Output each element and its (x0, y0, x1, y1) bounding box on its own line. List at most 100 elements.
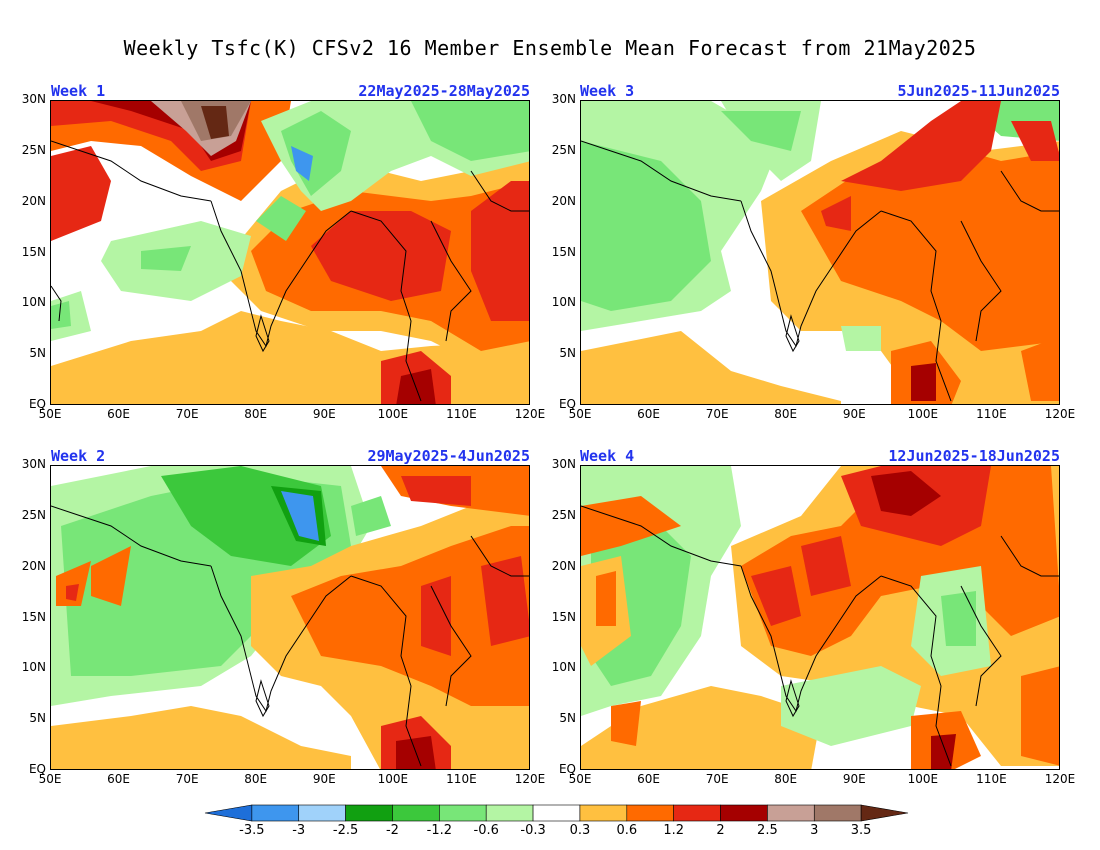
lon-tick-label: 60E (107, 407, 130, 421)
colorbar-swatch (720, 804, 768, 822)
colorbar-tick-label: 2 (716, 823, 725, 838)
week1-dates: 22May2025-28May2025 (358, 82, 530, 100)
lat-tick-label: 25N (21, 507, 46, 522)
lon-tick-label: 70E (705, 772, 729, 786)
week3-map (580, 100, 1060, 405)
lon-tick-label: 70E (175, 407, 199, 421)
lon-tick-label: 110E (976, 407, 1007, 421)
lon-tick-label: 60E (637, 407, 660, 421)
lon-tick-label: 80E (774, 772, 798, 786)
colorbar-swatch (532, 804, 581, 822)
lat-tick-label: 30N (21, 457, 46, 471)
colorbar-tick-label: 0.6 (616, 823, 638, 838)
lat-tick-label: EQ (28, 762, 46, 776)
colorbar-swatch (251, 804, 300, 822)
week3-dates: 5Jun2025-11Jun2025 (897, 82, 1060, 100)
lat-tick-label: 15N (551, 244, 576, 259)
colorbar-swatch (298, 804, 346, 822)
lat-tick-label: 30N (21, 92, 46, 106)
lon-tick-label: 120E (1044, 772, 1076, 786)
lon-tick-label: 120E (514, 407, 546, 421)
lat-tick-label: 20N (21, 558, 46, 573)
lon-tick-label: 80E (244, 772, 268, 786)
week4-map (580, 465, 1060, 770)
week1-map (50, 100, 530, 405)
colorbar-tick-label: 3 (810, 823, 819, 838)
week4-map-field (581, 466, 1059, 769)
week2-map (50, 465, 530, 770)
lat-tick-label: EQ (558, 762, 576, 776)
lat-tick-label: 10N (551, 295, 576, 310)
lon-tick-label: 100E (907, 772, 939, 786)
week4-label: Week 4 (580, 447, 635, 465)
colorbar-swatch (673, 804, 721, 822)
colorbar-tick-label: -0.6 (473, 823, 499, 838)
lon-tick-label: 120E (514, 772, 546, 786)
lat-tick-label: 30N (551, 92, 576, 106)
colorbar-tick-label: -3.5 (239, 823, 265, 838)
lon-tick-label: 110E (446, 407, 477, 421)
week3-label: Week 3 (580, 82, 635, 100)
lat-tick-label: 5N (29, 346, 46, 361)
week1-map-field (51, 101, 529, 404)
lat-tick-label: 15N (551, 609, 576, 624)
lat-tick-label: 25N (551, 507, 576, 522)
colorbar-swatch (860, 804, 909, 822)
lon-tick-label: 120E (1044, 407, 1076, 421)
lat-tick-label: 10N (551, 660, 576, 675)
lat-tick-label: 20N (551, 558, 576, 573)
week2-map-field (51, 466, 529, 769)
lat-tick-label: 25N (551, 142, 576, 157)
colorbar-swatch (439, 804, 487, 822)
lon-tick-label: 50E (568, 407, 592, 421)
colorbar-tick-label: -2 (385, 823, 399, 838)
lon-tick-label: 50E (38, 772, 62, 786)
lon-tick-label: 80E (774, 407, 798, 421)
lon-tick-label: 70E (175, 772, 199, 786)
week3-map-field (581, 101, 1059, 404)
main-title: Weekly Tsfc(K) CFSv2 16 Member Ensemble … (123, 36, 977, 60)
colorbar-tick-label: -2.5 (332, 823, 359, 838)
lon-tick-label: 60E (637, 772, 660, 786)
lat-tick-label: 30N (551, 457, 576, 471)
lon-tick-label: 110E (976, 772, 1007, 786)
lon-tick-label: 90E (842, 407, 866, 421)
lat-tick-label: 15N (21, 244, 46, 259)
colorbar-swatch (345, 804, 393, 822)
lon-tick-label: 60E (107, 772, 130, 786)
lat-tick-label: 15N (21, 609, 46, 624)
colorbar-swatch (579, 804, 628, 822)
colorbar-swatch (485, 804, 534, 822)
lon-tick-label: 110E (446, 772, 477, 786)
lat-tick-label: 10N (21, 660, 46, 675)
lon-tick-label: 50E (568, 772, 592, 786)
week4-dates: 12Jun2025-18Jun2025 (888, 447, 1060, 465)
lat-tick-label: 5N (559, 346, 576, 361)
lat-tick-label: 20N (21, 193, 46, 208)
lat-tick-label: 25N (21, 142, 46, 157)
lat-tick-label: 5N (29, 711, 46, 726)
week1-label: Week 1 (51, 82, 106, 100)
lon-tick-label: 100E (907, 407, 939, 421)
colorbar-tick-label: 2.5 (757, 823, 778, 838)
lon-tick-label: 90E (312, 772, 336, 786)
week2-dates: 29May2025-4Jun2025 (367, 447, 530, 465)
colorbar-tick-label: -3 (292, 823, 306, 838)
colorbar-tick-label: 0.3 (569, 823, 591, 838)
colorbar-tick-label: 1.2 (663, 823, 684, 838)
lon-tick-label: 90E (312, 407, 336, 421)
lat-tick-label: EQ (28, 397, 46, 411)
lon-tick-label: 100E (377, 407, 409, 421)
lon-tick-label: 50E (38, 407, 62, 421)
lat-tick-label: 5N (559, 711, 576, 726)
lat-tick-label: 20N (551, 193, 576, 208)
week2-label: Week 2 (51, 447, 106, 465)
lon-tick-label: 90E (842, 772, 866, 786)
colorbar-swatch (204, 804, 253, 822)
colorbar-tick-label: -0.3 (520, 823, 546, 838)
lon-tick-label: 70E (705, 407, 729, 421)
lon-tick-label: 100E (377, 772, 409, 786)
lat-tick-label: EQ (558, 397, 576, 411)
colorbar-swatch (392, 804, 440, 822)
colorbar-tick-label: -1.2 (426, 823, 453, 838)
